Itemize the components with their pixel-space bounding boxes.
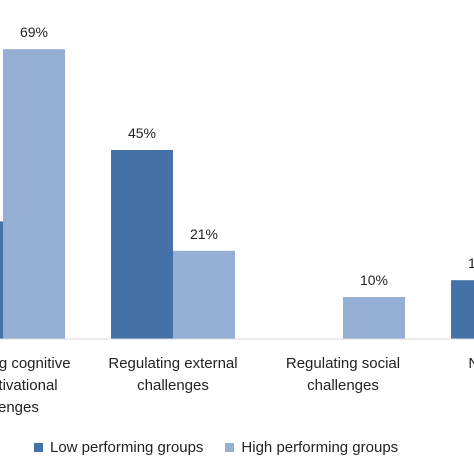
- category-label-3: No regulation: [468, 355, 474, 372]
- category-label-0: Regulating cognitiveand motivationalchal…: [0, 355, 71, 416]
- bar-0-series-1: [3, 49, 65, 339]
- bar-1-series-1: [173, 250, 235, 339]
- bar-2-series-1: [343, 297, 405, 339]
- legend-swatch-1: [225, 442, 235, 452]
- data-label-3-series-0: 14%: [468, 255, 474, 271]
- data-label-2-series-1: 10%: [360, 272, 388, 288]
- data-label-1-series-0: 45%: [128, 125, 156, 141]
- category-label-1: Regulating external challenges: [108, 355, 237, 394]
- legend: Low performing groups High performing gro…: [34, 436, 420, 458]
- bar-0-series-0: [0, 221, 3, 339]
- bar-3-series-0: [451, 280, 474, 339]
- legend-item-0: Low performing groups: [34, 439, 203, 456]
- category-label-2: Regulating social challenges: [286, 355, 400, 394]
- legend-item-1: High performing groups: [225, 439, 398, 456]
- legend-label-0: Low performing groups: [50, 438, 204, 456]
- legend-swatch-0: [34, 442, 43, 452]
- legend-label-1: High performing groups: [241, 438, 399, 456]
- data-label-0-series-1: 69%: [20, 24, 48, 40]
- bar-1-series-0: [111, 150, 173, 339]
- data-label-1-series-1: 21%: [190, 226, 218, 242]
